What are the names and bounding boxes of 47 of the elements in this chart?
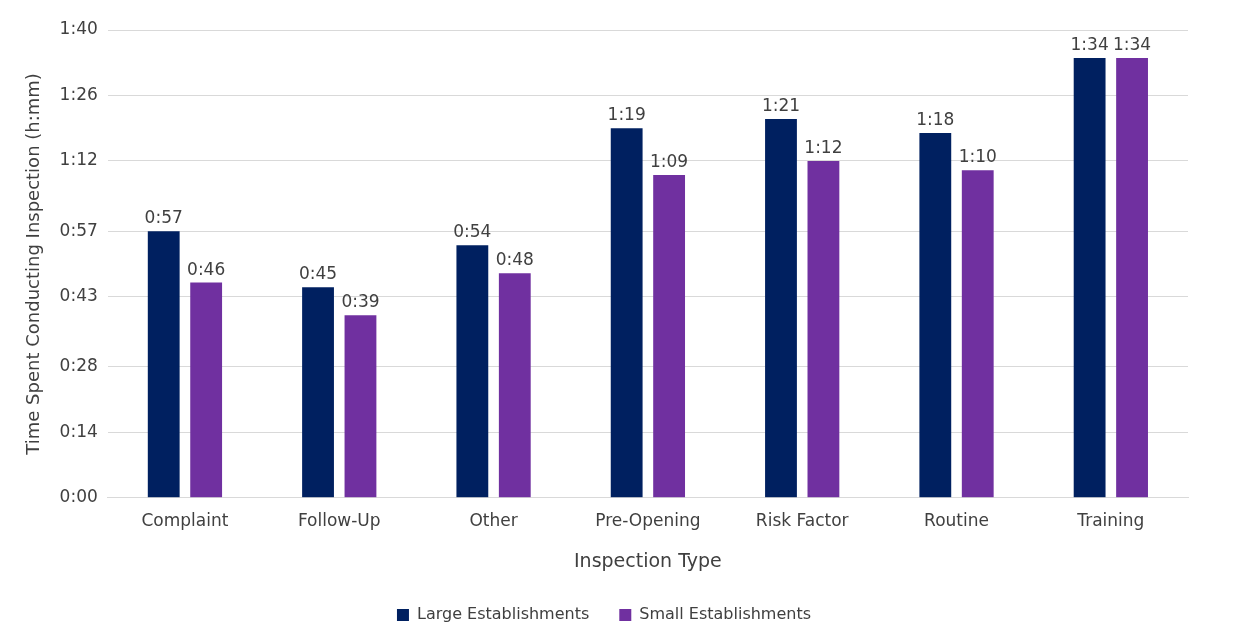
y-axis-title: Time Spent Conducting Inspection (h:mm)	[22, 73, 44, 456]
data-label: 1:34	[1112, 33, 1152, 54]
data-label: 1:21	[761, 94, 801, 115]
data-label: 1:09	[650, 150, 689, 171]
bar	[1116, 58, 1148, 498]
y-tick-label: 1:40	[59, 18, 98, 39]
x-tick-label: Other	[469, 510, 518, 531]
y-tick-label: 1:12	[59, 149, 98, 170]
x-tick-label: Training	[1076, 510, 1145, 531]
bar	[653, 175, 686, 498]
bar	[456, 245, 489, 498]
data-label: 1:34	[1070, 33, 1109, 54]
data-label: 0:45	[298, 263, 338, 284]
x-tick-label: Complaint	[141, 510, 229, 531]
bar	[919, 132, 952, 498]
bar	[302, 287, 334, 498]
data-label: 1:10	[958, 146, 997, 167]
data-label: 1:18	[916, 108, 955, 129]
y-tick-label: 0:00	[59, 486, 98, 507]
bar	[190, 282, 223, 498]
data-label: 1:12	[804, 136, 843, 157]
data-label: 0:46	[187, 258, 226, 279]
bar	[498, 273, 531, 498]
bar	[344, 315, 377, 498]
data-label: 0:57	[144, 207, 183, 228]
data-label: 0:54	[453, 221, 492, 242]
x-tick-label: Risk Factor	[755, 510, 849, 531]
y-tick-label: 0:57	[59, 219, 98, 240]
y-tick-label: 1:26	[59, 83, 98, 104]
legend-label: Small Establishments	[639, 604, 812, 624]
x-tick-label: Follow-Up	[297, 510, 381, 531]
y-tick-label: 0:14	[59, 420, 98, 441]
legend-label: Large Establishments	[416, 604, 590, 624]
bar	[147, 231, 180, 498]
bar	[961, 170, 994, 498]
x-tick-label: Pre-Opening	[595, 510, 701, 531]
data-label: 0:48	[495, 249, 534, 270]
x-axis-title: Inspection Type	[573, 548, 722, 571]
x-tick-label: Routine	[924, 510, 989, 531]
bar	[765, 118, 797, 498]
bar	[610, 128, 643, 498]
y-tick-label: 0:28	[59, 355, 98, 376]
bar	[807, 160, 840, 498]
y-tick-label: 0:43	[59, 285, 98, 306]
data-label: 0:39	[341, 291, 380, 312]
bar	[1073, 58, 1106, 498]
data-label: 1:19	[607, 104, 646, 125]
